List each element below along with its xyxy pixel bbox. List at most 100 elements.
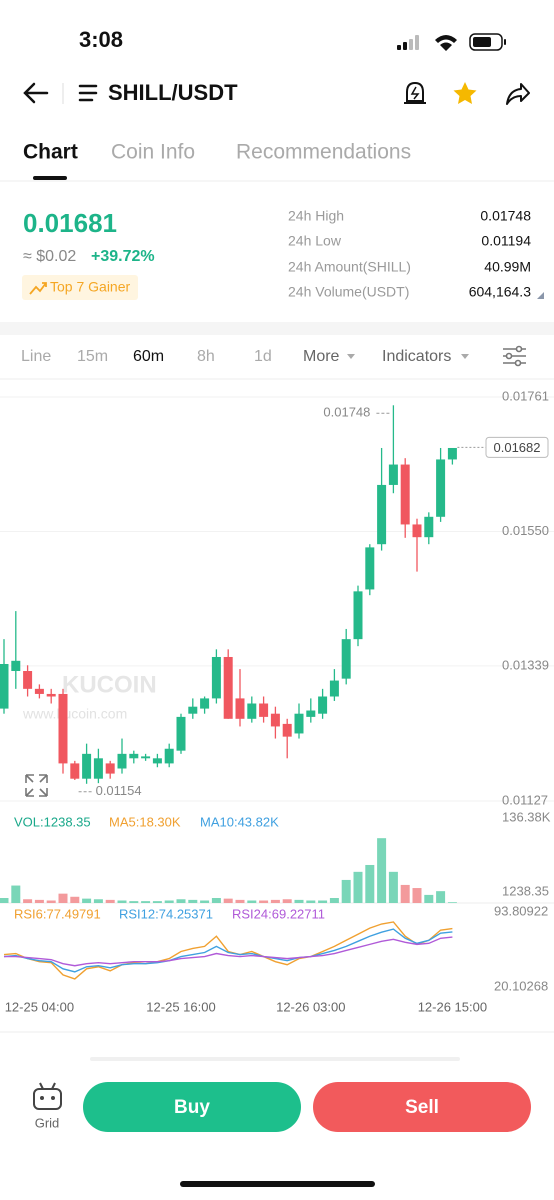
grid-button[interactable]: Grid bbox=[33, 1082, 62, 1130]
volume-bar bbox=[58, 893, 68, 903]
stat-label: 24h Volume(USDT) bbox=[288, 284, 409, 300]
candle-body bbox=[129, 753, 139, 759]
candle-body bbox=[223, 656, 233, 719]
sell-label: Sell bbox=[405, 1097, 439, 1118]
volume-bar bbox=[23, 899, 33, 903]
candle-body bbox=[247, 703, 257, 719]
candle-body bbox=[93, 758, 103, 779]
x-tick-label: 12-25 16:00 bbox=[146, 999, 215, 1014]
legend-entry: RSI24:69.22711 bbox=[232, 906, 325, 921]
candle-body bbox=[424, 516, 434, 538]
volume-bar bbox=[200, 900, 210, 903]
legend-entry: RSI12:74.25371 bbox=[119, 906, 213, 921]
candle-body bbox=[436, 459, 446, 517]
volume-bar bbox=[223, 898, 233, 903]
volume-bar bbox=[129, 901, 139, 903]
indicators-menu[interactable]: Indicators bbox=[382, 348, 451, 365]
candle-body bbox=[259, 703, 269, 717]
volume-bar bbox=[436, 891, 446, 903]
fullscreen-button[interactable] bbox=[25, 774, 48, 797]
candle-body bbox=[211, 656, 221, 699]
candle-body bbox=[164, 748, 174, 764]
candle-body bbox=[306, 710, 316, 717]
volume-bar bbox=[34, 899, 44, 903]
volume-bar bbox=[306, 900, 316, 903]
rsi-line bbox=[3, 921, 453, 980]
home-indicator bbox=[180, 1181, 375, 1187]
volume-bar bbox=[211, 898, 221, 903]
badge-text: Top 7 Gainer bbox=[50, 279, 130, 295]
alert-button[interactable] bbox=[404, 81, 426, 104]
legend-entry: VOL:1238.35 bbox=[14, 814, 91, 829]
chart-settings[interactable] bbox=[503, 345, 526, 367]
rsi-line bbox=[4, 936, 453, 967]
volume-bar bbox=[270, 899, 280, 903]
buy-label: Buy bbox=[174, 1097, 210, 1118]
more-menu[interactable]: More bbox=[303, 348, 340, 365]
volume-bar bbox=[377, 838, 387, 903]
volume-bar bbox=[424, 894, 434, 903]
candle-body bbox=[141, 756, 151, 759]
x-tick-label: 12-26 03:00 bbox=[276, 999, 345, 1014]
tab[interactable]: Coin Info bbox=[111, 141, 195, 164]
pair-title: SHILL/USDT bbox=[108, 80, 238, 105]
interval-selected[interactable]: 60m bbox=[133, 348, 164, 365]
y-tick-label: 136.38K bbox=[502, 809, 551, 824]
candle-body bbox=[70, 763, 80, 779]
back-button[interactable] bbox=[23, 82, 49, 104]
x-tick-label: 12-26 15:00 bbox=[418, 999, 487, 1014]
candle-body bbox=[388, 464, 398, 485]
candle-body bbox=[377, 484, 387, 545]
x-tick-label: 12-25 04:00 bbox=[5, 999, 74, 1014]
status-icons bbox=[397, 33, 506, 51]
candle-body bbox=[23, 671, 33, 689]
candle-body bbox=[365, 547, 375, 590]
candle-body bbox=[294, 713, 304, 734]
legend-entry: RSI6:77.49791 bbox=[14, 906, 101, 921]
volume-bar bbox=[141, 901, 151, 903]
max-label: 0.01748 bbox=[323, 405, 370, 420]
sell-button[interactable] bbox=[313, 1082, 531, 1132]
tab-indicator bbox=[33, 176, 67, 180]
candle-body bbox=[34, 688, 44, 694]
interval[interactable]: 1d bbox=[254, 348, 272, 365]
volume-bar bbox=[329, 898, 339, 903]
volume-bar bbox=[412, 888, 422, 903]
stat-label: 24h Amount(SHILL) bbox=[288, 259, 411, 275]
candle-body bbox=[11, 660, 21, 672]
candle-body bbox=[0, 663, 9, 709]
volume-bar bbox=[93, 899, 103, 903]
share-button[interactable] bbox=[506, 83, 530, 105]
interval[interactable]: Line bbox=[21, 348, 51, 365]
candle-body bbox=[270, 713, 280, 727]
interval[interactable]: 8h bbox=[197, 348, 215, 365]
favorite-star[interactable] bbox=[453, 82, 477, 104]
candle-body bbox=[188, 706, 198, 714]
y-tick-label: 0.01761 bbox=[502, 388, 549, 403]
y-tick-label: 93.80922 bbox=[494, 903, 548, 918]
watermark-logo: KUCOIN bbox=[62, 671, 157, 698]
stat-label: 24h High bbox=[288, 208, 344, 224]
volume-bar bbox=[353, 871, 363, 903]
candle-body bbox=[329, 680, 339, 697]
corner-mark bbox=[537, 292, 544, 299]
volume-bar bbox=[318, 900, 328, 903]
volume-bar bbox=[82, 898, 92, 903]
last-price: 0.01681 bbox=[23, 208, 117, 238]
interval[interactable]: 15m bbox=[77, 348, 108, 365]
buy-button[interactable] bbox=[83, 1082, 301, 1132]
candle-body bbox=[235, 698, 245, 719]
tab[interactable]: Recommendations bbox=[236, 141, 411, 164]
menu-icon[interactable] bbox=[78, 84, 98, 102]
price-change: +39.72% bbox=[91, 248, 155, 265]
charts: 0.01761 0.01550 0.01339 0.01127 12-25 04:00 1… bbox=[0, 388, 554, 1014]
tab[interactable]: Chart bbox=[23, 141, 78, 164]
legend-entry: MA5:18.30K bbox=[109, 814, 181, 829]
candle-body bbox=[46, 693, 56, 697]
volume-bar bbox=[400, 884, 410, 903]
volume-bar bbox=[247, 900, 257, 903]
volume-bar bbox=[235, 899, 245, 903]
volume-bar bbox=[117, 900, 127, 903]
candle-body bbox=[176, 716, 186, 751]
